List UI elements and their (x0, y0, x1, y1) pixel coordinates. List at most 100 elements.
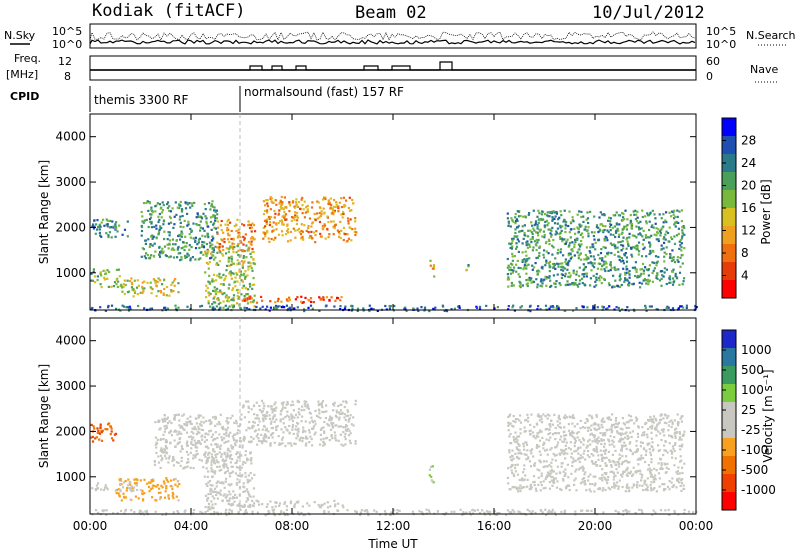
heatmap-cell (339, 220, 342, 223)
heatmap-cell (93, 219, 96, 222)
heatmap-cell (284, 444, 287, 448)
heatmap-cell (176, 206, 179, 209)
heatmap-cell (607, 417, 610, 420)
heatmap-cell (284, 415, 287, 419)
heatmap-cell (239, 270, 242, 273)
heatmap-cell (242, 490, 245, 493)
heatmap-cell (210, 443, 213, 446)
heatmap-cell (618, 275, 621, 278)
heatmap-cell (260, 295, 263, 298)
heatmap-cell (263, 404, 266, 407)
heatmap-cell (614, 268, 617, 271)
heatmap-cell (549, 232, 552, 235)
heatmap-cell (236, 218, 239, 221)
heatmap-cell (481, 509, 484, 512)
heatmap-cell (274, 409, 277, 412)
heatmap-cell (209, 419, 212, 422)
heatmap-cell (339, 236, 342, 240)
heatmap-cell (230, 257, 233, 261)
power-colorbar-label: Power [dB] (759, 179, 773, 244)
heatmap-cell (551, 244, 554, 247)
heatmap-cell (613, 285, 616, 288)
heatmap-cell (536, 443, 539, 447)
heatmap-cell (606, 482, 609, 485)
heatmap-cell (159, 289, 162, 293)
heatmap-cell (615, 417, 618, 420)
heatmap-cell (219, 481, 222, 484)
heatmap-cell (643, 431, 646, 434)
heatmap-cell (194, 240, 197, 243)
heatmap-cell (322, 426, 325, 429)
heatmap-cell (300, 223, 303, 226)
heatmap-cell (607, 219, 610, 222)
heatmap-cell (186, 203, 190, 206)
heatmap-cell (167, 247, 170, 250)
heatmap-cell (621, 228, 624, 231)
heatmap-cell (252, 237, 255, 240)
heatmap-cell (618, 233, 621, 236)
heatmap-cell (175, 213, 178, 216)
heatmap-cell (350, 239, 353, 242)
heatmap-cell (234, 442, 237, 445)
heatmap-cell (429, 264, 432, 267)
heatmap-cell (554, 257, 557, 260)
heatmap-cell (540, 472, 543, 475)
heatmap-cell (169, 217, 172, 220)
heatmap-cell (619, 449, 623, 452)
heatmap-cell (568, 432, 572, 435)
heatmap-cell (98, 223, 101, 226)
heatmap-cell (197, 258, 200, 261)
heatmap-cell (613, 426, 617, 429)
heatmap-cell (626, 279, 629, 282)
heatmap-cell (632, 245, 635, 249)
heatmap-cell (529, 245, 532, 248)
heatmap-cell (641, 474, 644, 477)
heatmap-cell (303, 310, 306, 313)
heatmap-cell (579, 233, 582, 236)
heatmap-cell (549, 425, 552, 428)
heatmap-cell (615, 231, 618, 234)
heatmap-cell (246, 299, 249, 302)
heatmap-cell (281, 207, 284, 210)
heatmap-cell (289, 230, 292, 233)
heatmap-cell (226, 469, 229, 473)
heatmap-cell (141, 285, 144, 289)
heatmap-cell (593, 434, 596, 437)
heatmap-cell (194, 442, 197, 445)
heatmap-cell (554, 426, 557, 430)
heatmap-cell (163, 496, 167, 499)
heatmap-cell (104, 484, 107, 487)
nsky-label: N.Sky (4, 29, 36, 42)
heatmap-cell (139, 489, 142, 492)
heatmap-cell (665, 221, 668, 224)
heatmap-cell (665, 230, 668, 233)
heatmap-cell (634, 274, 637, 278)
heatmap-cell (653, 267, 656, 270)
heatmap-cell (529, 465, 533, 468)
heatmap-cell (594, 460, 597, 464)
heatmap-cell (242, 235, 245, 238)
heatmap-cell (537, 234, 540, 237)
heatmap-cell (509, 442, 512, 445)
heatmap-cell (576, 436, 579, 439)
heatmap-cell (600, 223, 603, 226)
heatmap-cell (611, 443, 614, 446)
heatmap-cell (363, 510, 366, 513)
heatmap-cell (679, 417, 682, 420)
heatmap-cell (602, 420, 605, 423)
heatmap-cell (246, 458, 249, 461)
heatmap-cell (574, 241, 577, 244)
heatmap-cell (244, 472, 247, 475)
heatmap-cell (213, 450, 216, 453)
heatmap-cell (243, 435, 246, 438)
heatmap-cell (574, 477, 577, 480)
heatmap-cell (450, 308, 453, 311)
heatmap-cell (305, 435, 308, 438)
heatmap-cell (251, 504, 254, 507)
heatmap-cell (585, 509, 588, 512)
heatmap-cell (212, 223, 215, 226)
heatmap-cell (165, 457, 168, 460)
nsearch-tick-lo: 10^0 (706, 38, 736, 51)
